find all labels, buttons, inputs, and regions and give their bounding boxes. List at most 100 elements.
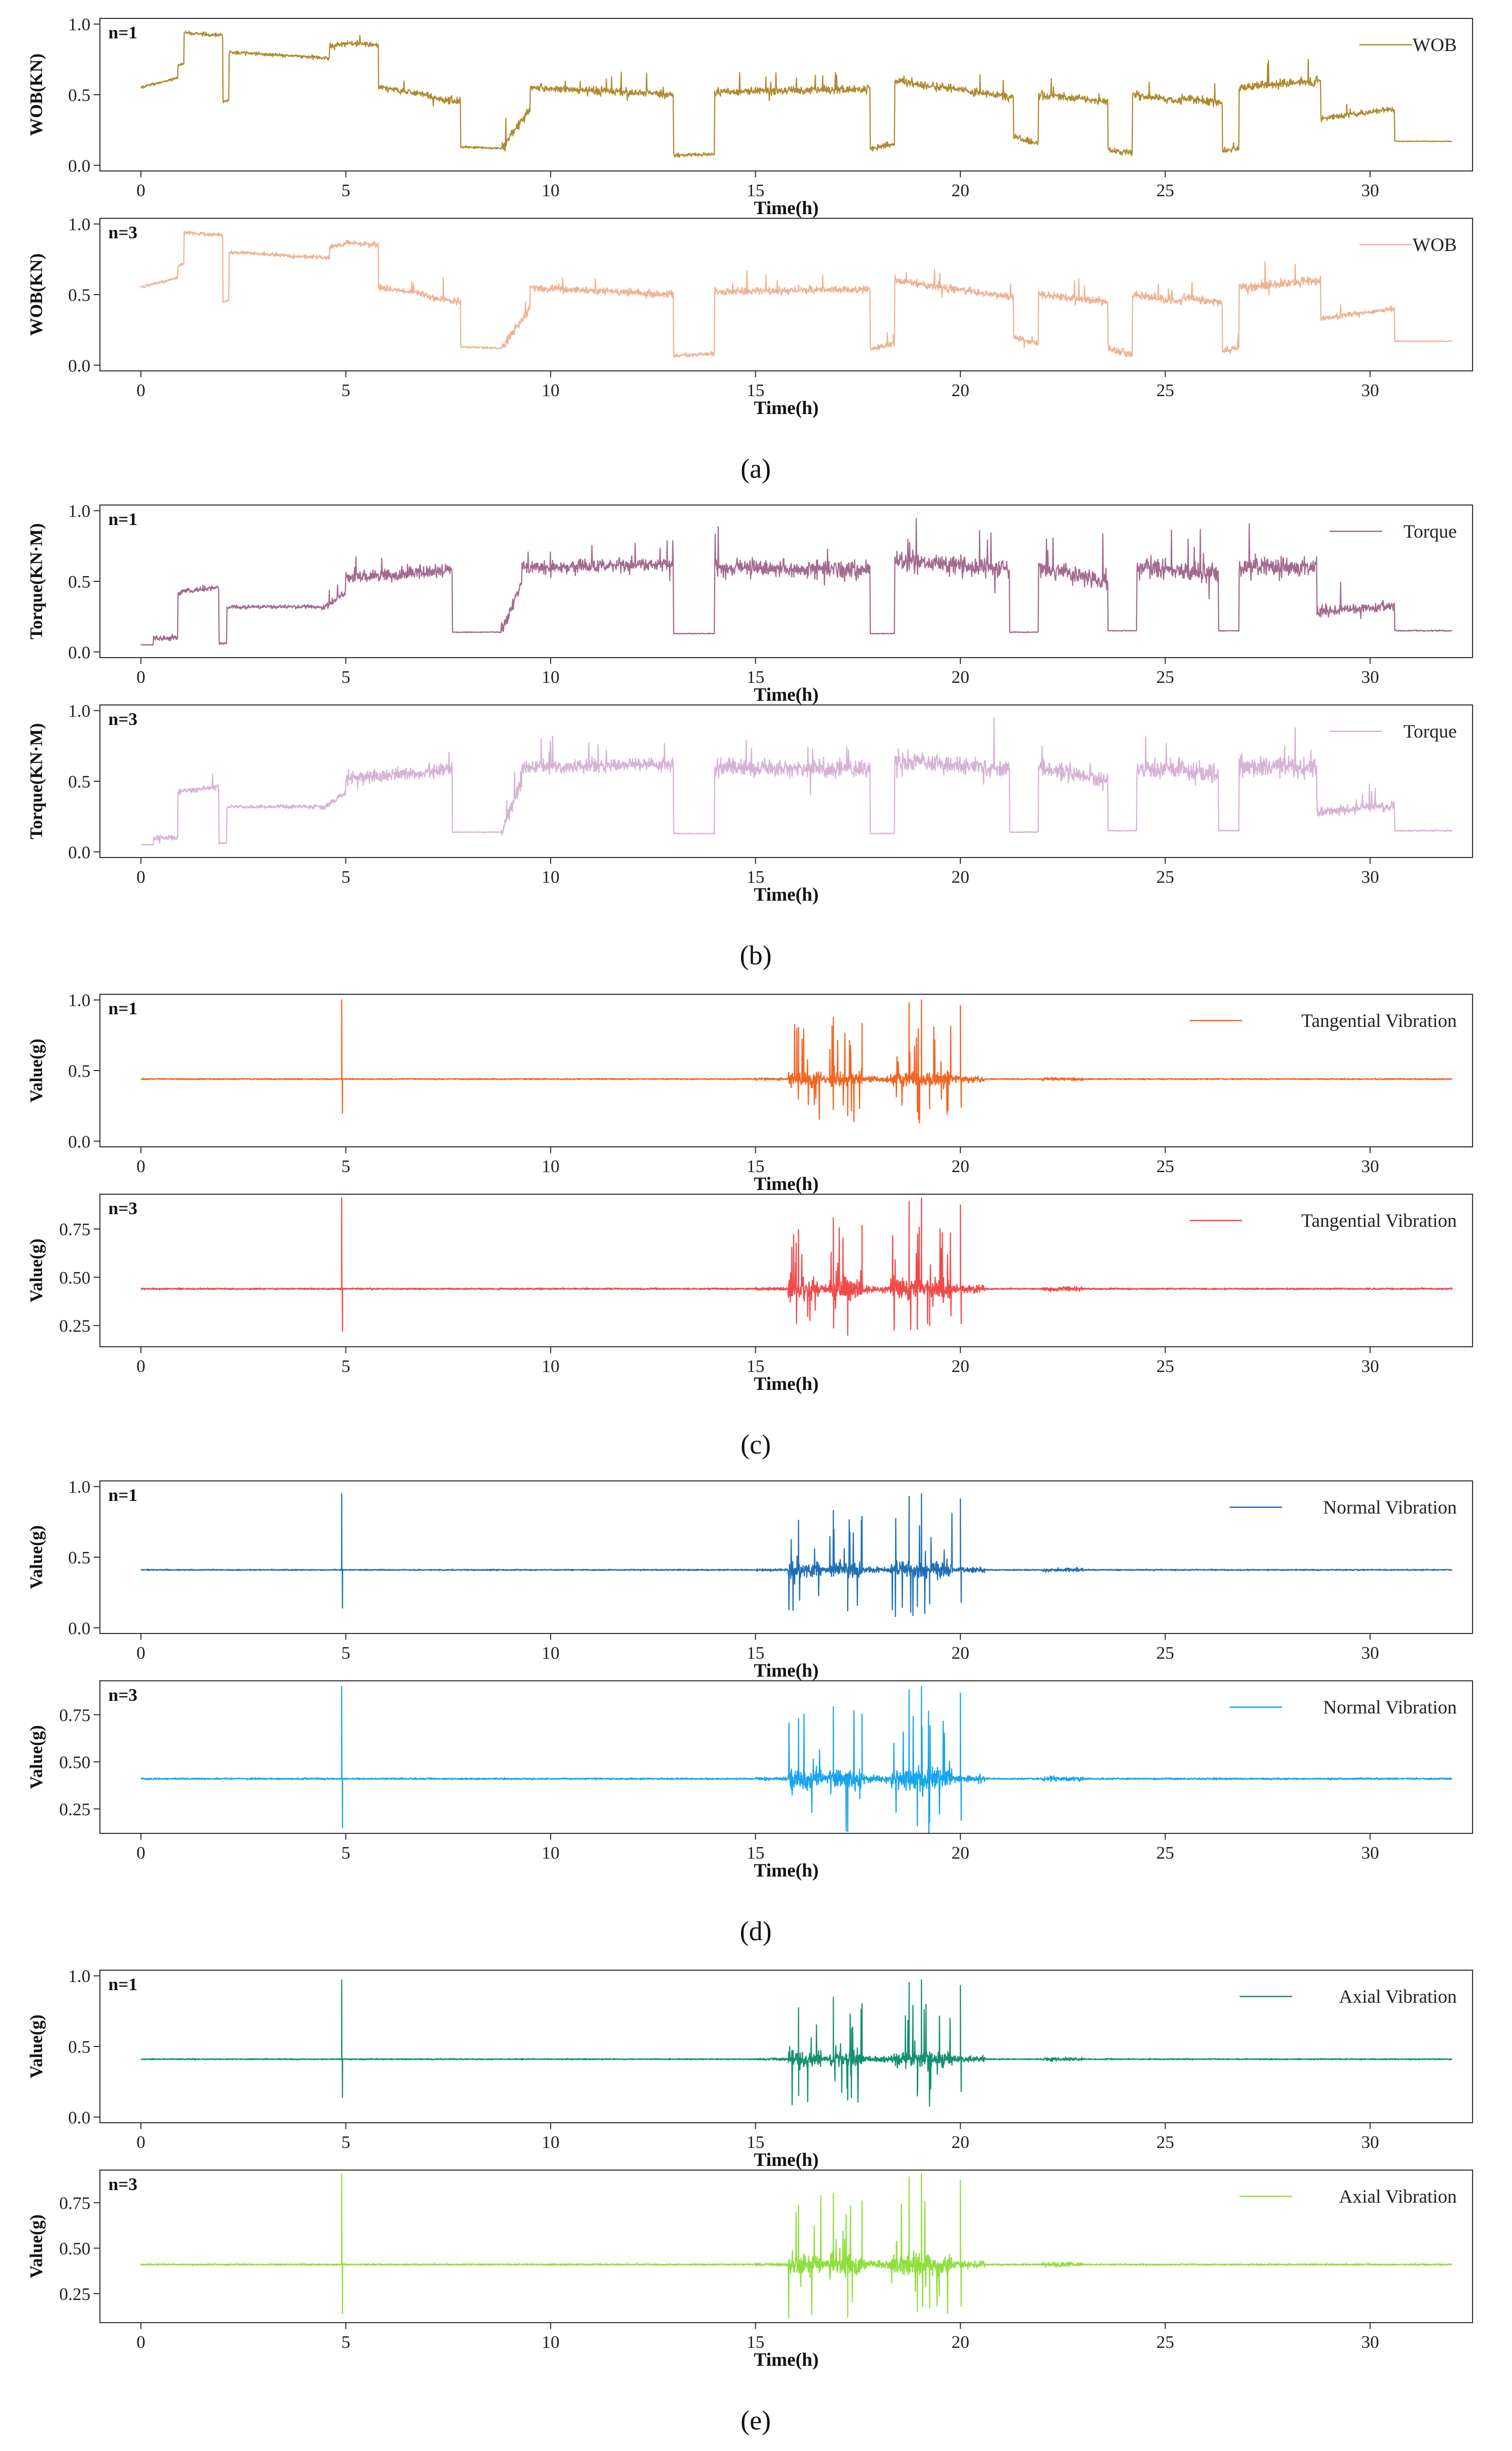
- y-tick-label: 0.0: [68, 1132, 91, 1152]
- x-tick-label: 25: [1156, 868, 1174, 887]
- legend-label: Axial Vibration: [1339, 2186, 1457, 2207]
- y-tick-label: 0.0: [68, 643, 91, 662]
- x-tick-label: 10: [542, 1157, 560, 1176]
- subplot-3-0: 0.0 0.5 1.0 0 5 10 15 20 25 30 Time(h) Value(g) n=1 N…: [27, 1478, 1473, 1681]
- y-tick-label: 0.50: [59, 2239, 91, 2258]
- y-tick-label: 1.0: [68, 502, 91, 521]
- axes-frame: [99, 18, 1473, 172]
- x-tick-label: 5: [341, 2133, 350, 2152]
- x-tick-label: 5: [341, 1843, 350, 1863]
- y-tick-label: 1.0: [68, 702, 91, 721]
- y-tick-label: 0.50: [59, 1753, 91, 1772]
- x-tick-label: 10: [542, 2333, 560, 2352]
- x-tick-label: 30: [1361, 1157, 1379, 1176]
- x-tick-label: 0: [136, 668, 145, 687]
- subplot-1-0: 0.0 0.5 1.0 0 5 10 15 20 25 30 Time(h) Torque(KN·M)…: [27, 502, 1473, 705]
- x-tick-label: 15: [747, 2333, 765, 2352]
- y-axis-label: Value(g): [27, 1238, 46, 1303]
- x-tick-label: 20: [951, 1843, 969, 1863]
- x-tick-label: 10: [542, 181, 560, 200]
- x-tick-label: 0: [136, 1643, 145, 1663]
- x-tick-label: 15: [747, 668, 765, 687]
- x-tick-label: 20: [951, 181, 969, 200]
- panel-label: (c): [740, 1430, 771, 1460]
- series-line: [140, 1197, 1453, 1336]
- axes-frame: [99, 505, 1473, 658]
- subplot-4-1: 0.25 0.50 0.75 0 5 10 15 20 25 30 Time(h) Value(g) n…: [27, 2170, 1473, 2370]
- panel-label: (b): [740, 941, 772, 971]
- y-tick-label: 0.5: [68, 86, 91, 105]
- y-tick-label: 0.5: [68, 1062, 91, 1081]
- x-tick-label: 10: [542, 1843, 560, 1863]
- y-tick-label: 1.0: [68, 15, 91, 35]
- series-line: [140, 1493, 1453, 1617]
- x-axis-label: Time(h): [754, 1660, 818, 1681]
- y-tick-label: 0.0: [68, 356, 91, 376]
- x-tick-label: 30: [1361, 2333, 1379, 2352]
- subplot-2-1: 0.25 0.50 0.75 0 5 10 15 20 25 30 Time(h) Value(g) n…: [27, 1194, 1473, 1394]
- axes-frame: [99, 1480, 1473, 1634]
- x-tick-label: 10: [542, 1643, 560, 1663]
- x-tick-label: 10: [542, 668, 560, 687]
- x-tick-label: 25: [1156, 1157, 1174, 1176]
- x-tick-label: 15: [747, 1357, 765, 1376]
- legend-label: Normal Vibration: [1323, 1497, 1457, 1518]
- x-tick-label: 10: [542, 1357, 560, 1376]
- subplot-0-1: 0.0 0.5 1.0 0 5 10 15 20 25 30 Time(h) WOB(KN) n=3 WO…: [27, 215, 1473, 418]
- y-axis-label: Value(g): [27, 1725, 46, 1789]
- subplot-1-1: 0.0 0.5 1.0 0 5 10 15 20 25 30 Time(h) Torque(KN·M)…: [27, 702, 1473, 905]
- n-label: n=3: [108, 1199, 137, 1218]
- series-line: [140, 1686, 1453, 1833]
- n-label: n=1: [108, 1486, 137, 1505]
- x-tick-label: 30: [1361, 868, 1379, 887]
- axes-frame: [99, 1970, 1473, 2123]
- x-tick-label: 15: [747, 1843, 765, 1863]
- y-tick-label: 0.50: [59, 1268, 91, 1288]
- x-tick-label: 25: [1156, 668, 1174, 687]
- series-line: [140, 31, 1453, 158]
- x-tick-label: 15: [747, 1643, 765, 1663]
- x-tick-label: 5: [341, 1357, 350, 1376]
- y-tick-label: 1.0: [68, 1478, 91, 1497]
- x-tick-label: 25: [1156, 1357, 1174, 1376]
- series-line: [140, 518, 1453, 646]
- y-tick-label: 0.75: [59, 2194, 91, 2213]
- y-tick-label: 0.5: [68, 2038, 91, 2057]
- axes-frame: [99, 1194, 1473, 1347]
- x-tick-label: 0: [136, 1357, 145, 1376]
- x-tick-label: 30: [1361, 1843, 1379, 1863]
- x-tick-label: 15: [747, 2133, 765, 2152]
- y-axis-label: WOB(KN): [27, 54, 46, 136]
- x-axis-label: Time(h): [754, 1373, 818, 1394]
- x-tick-label: 20: [951, 868, 969, 887]
- axes-frame: [99, 704, 1473, 858]
- subplot-4-0: 0.0 0.5 1.0 0 5 10 15 20 25 30 Time(h) Value(g) n=1 A…: [27, 1967, 1473, 2170]
- x-tick-label: 0: [136, 1843, 145, 1863]
- x-tick-label: 20: [951, 2133, 969, 2152]
- x-tick-label: 30: [1361, 2133, 1379, 2152]
- x-tick-label: 30: [1361, 1357, 1379, 1376]
- subplot-2-0: 0.0 0.5 1.0 0 5 10 15 20 25 30 Time(h) Value(g) n=1 T…: [27, 991, 1473, 1194]
- x-tick-label: 5: [341, 381, 350, 400]
- x-axis-label: Time(h): [754, 684, 818, 705]
- legend-label: Axial Vibration: [1339, 1986, 1457, 2007]
- n-label: n=3: [108, 2175, 137, 2194]
- x-tick-label: 20: [951, 381, 969, 400]
- n-label: n=1: [108, 23, 137, 43]
- x-tick-label: 15: [747, 868, 765, 887]
- x-tick-label: 5: [341, 868, 350, 887]
- y-axis-label: Value(g): [27, 1038, 46, 1103]
- y-tick-label: 0.5: [68, 572, 91, 592]
- y-tick-label: 1.0: [68, 991, 91, 1011]
- subplot-0-0: 0.0 0.5 1.0 0 5 10 15 20 25 30 Time(h) WOB(KN) n=1 WO…: [27, 15, 1473, 218]
- x-tick-label: 15: [747, 1157, 765, 1176]
- y-tick-label: 0.0: [68, 156, 91, 176]
- legend-label: WOB: [1413, 234, 1457, 255]
- x-axis-label: Time(h): [754, 1860, 818, 1881]
- x-axis-label: Time(h): [754, 1173, 818, 1194]
- x-tick-label: 5: [341, 1157, 350, 1176]
- subplot-3-1: 0.25 0.50 0.75 0 5 10 15 20 25 30 Time(h) Value(g) n…: [27, 1680, 1473, 1881]
- x-tick-label: 25: [1156, 1843, 1174, 1863]
- x-tick-label: 15: [747, 381, 765, 400]
